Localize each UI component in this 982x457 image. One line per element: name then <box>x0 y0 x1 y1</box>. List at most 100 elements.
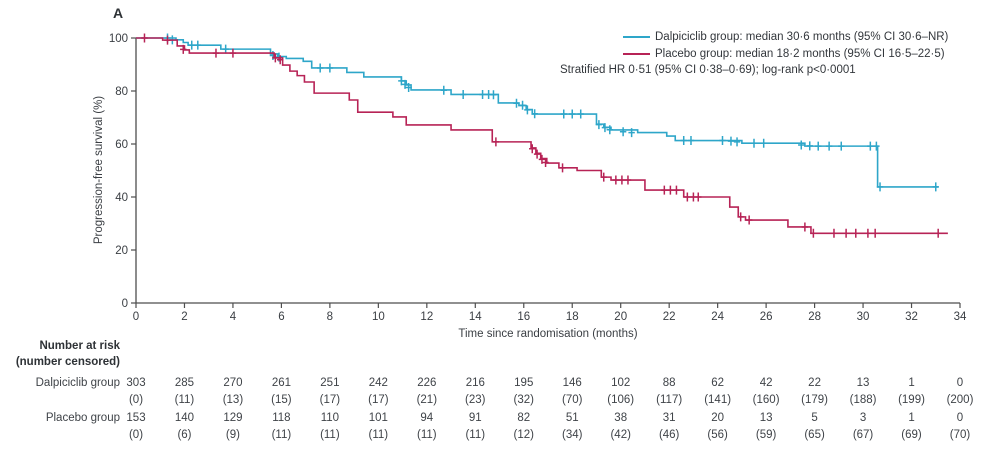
censored-value: (106) <box>607 394 635 406</box>
x-tick-label: 0 <box>133 311 139 323</box>
x-tick-label: 10 <box>372 311 385 323</box>
censored-value: (70) <box>949 429 971 441</box>
x-tick-label: 28 <box>808 311 821 323</box>
at-risk-value: 88 <box>662 377 676 389</box>
x-tick-label: 14 <box>469 311 482 323</box>
x-tick-label: 4 <box>230 311 237 323</box>
legend-stats-note: Stratified HR 0·51 (95% CI 0·38–0·69); l… <box>560 64 856 76</box>
at-risk-value: 51 <box>565 412 579 424</box>
censored-value: (59) <box>755 429 777 441</box>
censored-value: (70) <box>562 394 583 406</box>
at-risk-value: 42 <box>759 377 773 389</box>
y-tick-label: 60 <box>115 139 128 151</box>
x-tick-label: 6 <box>278 311 284 323</box>
censored-value: (200) <box>946 394 974 406</box>
at-risk-value: 0 <box>956 377 964 389</box>
at-risk-value: 303 <box>126 377 146 389</box>
y-tick-label: 80 <box>115 86 128 98</box>
legend-item-dalpiciclib: Dalpiciclib group: median 30·6 months (9… <box>623 30 948 44</box>
at-risk-value: 13 <box>759 412 773 424</box>
at-risk-value: 13 <box>856 377 870 389</box>
censored-value: (199) <box>898 394 925 406</box>
x-tick-label: 32 <box>905 311 918 323</box>
at-risk-value: 91 <box>468 412 482 424</box>
panel-label: A <box>113 5 124 21</box>
censored-value: (0) <box>128 394 144 406</box>
y-tick-label: 40 <box>115 192 128 204</box>
censored-value: (32) <box>513 394 534 406</box>
x-tick-label: 18 <box>566 311 579 323</box>
censored-value: (6) <box>177 429 192 441</box>
at-risk-value: 3 <box>859 412 867 424</box>
censored-value: (179) <box>801 394 828 406</box>
censored-value: (141) <box>704 394 732 406</box>
censored-value: (46) <box>658 429 680 441</box>
at-risk-value: 129 <box>223 412 243 424</box>
x-tick-label: 26 <box>760 311 773 323</box>
censored-value: (117) <box>656 394 683 406</box>
at-risk-value: 31 <box>662 412 676 424</box>
at-risk-value: 251 <box>320 377 340 389</box>
x-tick-label: 8 <box>327 311 333 323</box>
censored-value: (11) <box>271 429 292 441</box>
censored-value: (69) <box>901 429 922 441</box>
placebo-censor-marks <box>141 33 942 238</box>
risk-row-label: Placebo group <box>45 412 120 424</box>
at-risk-value: 62 <box>711 377 725 389</box>
at-risk-value: 22 <box>808 377 821 389</box>
censored-value: (67) <box>852 429 874 441</box>
at-risk-value: 1 <box>908 412 915 424</box>
at-risk-value: 82 <box>517 412 531 424</box>
at-risk-value: 285 <box>174 377 195 389</box>
at-risk-value: 146 <box>562 377 582 389</box>
x-tick-label: 12 <box>420 311 433 323</box>
at-risk-value: 242 <box>368 377 388 389</box>
censored-value: (9) <box>225 429 240 441</box>
censored-value: (17) <box>368 394 389 406</box>
at-risk-value: 140 <box>174 412 195 424</box>
censored-value: (11) <box>174 394 195 406</box>
at-risk-value: 110 <box>320 412 340 424</box>
censored-value: (188) <box>849 394 877 406</box>
dalpiciclib-line-swatch <box>623 36 650 38</box>
censored-value: (23) <box>465 394 486 406</box>
placebo-line-swatch <box>623 53 650 55</box>
at-risk-value: 1 <box>908 377 915 389</box>
at-risk-value: 153 <box>126 412 146 424</box>
x-tick-label: 34 <box>954 311 967 323</box>
at-risk-value: 195 <box>514 377 534 389</box>
censored-value: (42) <box>610 429 631 441</box>
dalpiciclib-curve <box>136 37 939 188</box>
censored-value: (65) <box>804 429 825 441</box>
at-risk-value: 226 <box>417 377 437 389</box>
x-tick-label: 22 <box>663 311 676 323</box>
x-tick-label: 24 <box>711 311 724 323</box>
at-risk-value: 38 <box>614 412 628 424</box>
censored-value: (160) <box>752 394 780 406</box>
at-risk-value: 101 <box>368 412 388 424</box>
censored-value: (11) <box>465 429 486 441</box>
at-risk-value: 270 <box>223 377 243 389</box>
legend-item-placebo: Placebo group: median 18·2 months (95% C… <box>623 47 945 61</box>
censored-value: (0) <box>128 429 144 441</box>
x-axis-label: Time since randomisation (months) <box>458 328 638 340</box>
at-risk-value: 20 <box>711 412 725 424</box>
censored-value: (56) <box>707 429 728 441</box>
x-tick-label: 20 <box>614 311 627 323</box>
y-tick-label: 100 <box>109 33 128 45</box>
censored-value: (34) <box>562 429 583 441</box>
at-risk-value: 216 <box>465 377 485 389</box>
at-risk-value: 5 <box>811 412 818 424</box>
at-risk-value: 261 <box>271 377 291 389</box>
censored-value: (15) <box>271 394 292 406</box>
x-tick-label: 2 <box>181 311 187 323</box>
censored-value: (11) <box>320 429 340 441</box>
at-risk-value: 102 <box>611 377 631 389</box>
x-tick-label: 16 <box>517 311 530 323</box>
risk-row-label: Dalpiciclib group <box>35 377 120 389</box>
censored-value: (11) <box>368 429 389 441</box>
at-risk-value: 94 <box>420 412 434 424</box>
censored-value: (21) <box>416 394 438 406</box>
